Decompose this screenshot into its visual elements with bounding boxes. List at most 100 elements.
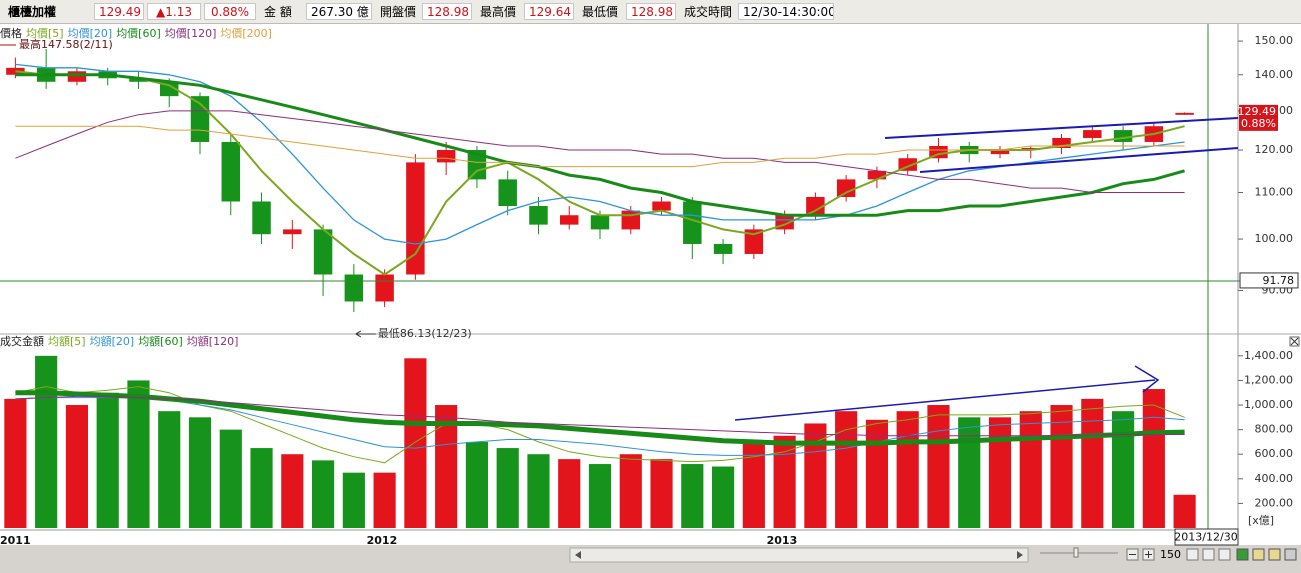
y-tick-label: 800.00 xyxy=(1255,423,1294,436)
candle-body xyxy=(744,229,764,254)
y-tick-label: 110.00 xyxy=(1255,186,1294,199)
ma-line xyxy=(15,395,1185,437)
nav-button[interactable] xyxy=(1268,548,1281,561)
ma-line xyxy=(15,397,1185,456)
volume-bar xyxy=(496,448,519,528)
y-tick-label: 200.00 xyxy=(1255,496,1294,509)
volume-bar xyxy=(619,454,642,528)
volume-bar xyxy=(1142,389,1165,528)
x-tick-label: 2012 xyxy=(367,534,398,547)
volume-bar xyxy=(188,417,212,528)
cursor-price: 91.78 xyxy=(1263,274,1295,287)
candle-body xyxy=(1113,130,1133,142)
ma-line xyxy=(15,110,1185,193)
y-tick-label: 1,000.00 xyxy=(1244,398,1293,411)
volume-bar xyxy=(927,405,950,528)
candle-body xyxy=(129,78,148,82)
amount: 267.30 億 xyxy=(306,3,372,20)
annotation-arrow xyxy=(355,330,376,338)
volume-bar xyxy=(773,435,796,528)
volume-bar xyxy=(250,448,273,528)
candle-body xyxy=(67,71,87,82)
volume-bar xyxy=(804,423,827,528)
x-tick-label: 2011 xyxy=(0,534,31,547)
scrollbar[interactable] xyxy=(569,547,1029,563)
price: 129.49 xyxy=(94,3,144,20)
change-pct: 0.88% xyxy=(204,3,256,20)
nav-button[interactable] xyxy=(1186,548,1199,561)
volume-bar xyxy=(988,417,1012,528)
volume-bar xyxy=(465,441,488,528)
volume-bar xyxy=(158,411,181,528)
zoom-thumb[interactable] xyxy=(1073,547,1079,558)
candle-body xyxy=(529,206,548,225)
candle-body xyxy=(590,215,610,230)
last-price-box xyxy=(1239,104,1278,131)
volume-bar xyxy=(1112,411,1135,528)
time: 12/30-14:30:00 xyxy=(738,3,834,20)
open: 128.98 xyxy=(422,3,472,20)
legend-entry: 均額[20] xyxy=(90,335,135,348)
volume-bar xyxy=(527,454,550,528)
volume-bar xyxy=(65,405,88,528)
legend-entry: 均額[120] xyxy=(187,335,239,348)
volume-bar xyxy=(1019,411,1042,528)
low: 128.98 xyxy=(626,3,676,20)
nav-button[interactable] xyxy=(1252,548,1265,561)
plot: 90.00100.00110.00120.00130.00140.00150.0… xyxy=(4,34,1293,528)
volume-bar xyxy=(404,358,427,528)
trend-arrow xyxy=(1134,365,1160,393)
candle-body xyxy=(652,201,671,211)
candle-body xyxy=(1175,112,1194,115)
y-tick-label: 600.00 xyxy=(1255,447,1294,460)
change: ▲1.13 xyxy=(147,3,201,20)
ma-line xyxy=(15,73,1186,217)
field-label: 開盤價 xyxy=(375,3,419,20)
trend-line xyxy=(734,379,1156,421)
trend-line xyxy=(884,117,1239,139)
last-change: 0.88% xyxy=(1241,117,1276,130)
field-label: 成交時間 xyxy=(679,3,735,20)
candle-body xyxy=(467,150,487,180)
volume-bar xyxy=(712,466,735,528)
y-tick-label: 120.00 xyxy=(1255,143,1294,156)
volume-bar xyxy=(865,419,888,528)
candle-body xyxy=(498,179,517,207)
quote-header: 櫃檯加權 129.49 ▲1.13 0.88% 金 額 267.30 億 開盤價… xyxy=(0,0,1301,24)
candle-body xyxy=(867,170,887,180)
candle-body xyxy=(160,81,179,97)
volume-bar xyxy=(219,429,242,528)
volume-bar xyxy=(96,392,119,528)
candle-body xyxy=(1083,130,1102,138)
field-label: 金 額 xyxy=(259,3,303,20)
nav-button[interactable] xyxy=(1202,548,1215,561)
last-price: 129.49 xyxy=(1238,105,1277,118)
trend-line xyxy=(919,147,1239,173)
legend-title: 價格 xyxy=(0,26,22,40)
candle-body xyxy=(6,67,25,75)
close-icon xyxy=(1290,337,1299,346)
y-tick-label: 1,200.00 xyxy=(1244,373,1293,386)
high-annotation: 最高147.58(2/11) xyxy=(19,37,113,51)
volume-bar xyxy=(681,464,704,528)
cursor-box xyxy=(1239,272,1299,289)
nav-button[interactable] xyxy=(1218,548,1231,561)
field-label: 最低價 xyxy=(577,3,623,20)
y-tick-label: 1,400.00 xyxy=(1244,349,1293,362)
volume-bar xyxy=(35,355,58,528)
legend-entry: 均價[120] xyxy=(165,26,217,40)
nav-button[interactable] xyxy=(1284,548,1297,561)
nav-button[interactable] xyxy=(1236,548,1249,561)
candle-body xyxy=(836,179,856,197)
candle-body xyxy=(283,229,302,235)
volume-bar xyxy=(650,459,673,528)
legend-entry: 均價[20] xyxy=(68,26,113,40)
field-label: 最高價 xyxy=(475,3,521,20)
y-tick-label: 140.00 xyxy=(1255,68,1294,81)
cursor-date: 2013/12/30 xyxy=(1174,531,1237,544)
legend-entry: 均價[5] xyxy=(26,26,64,40)
nav-buttons xyxy=(1186,548,1297,561)
candle-body xyxy=(713,243,733,254)
y-tick-label: 400.00 xyxy=(1255,472,1294,485)
